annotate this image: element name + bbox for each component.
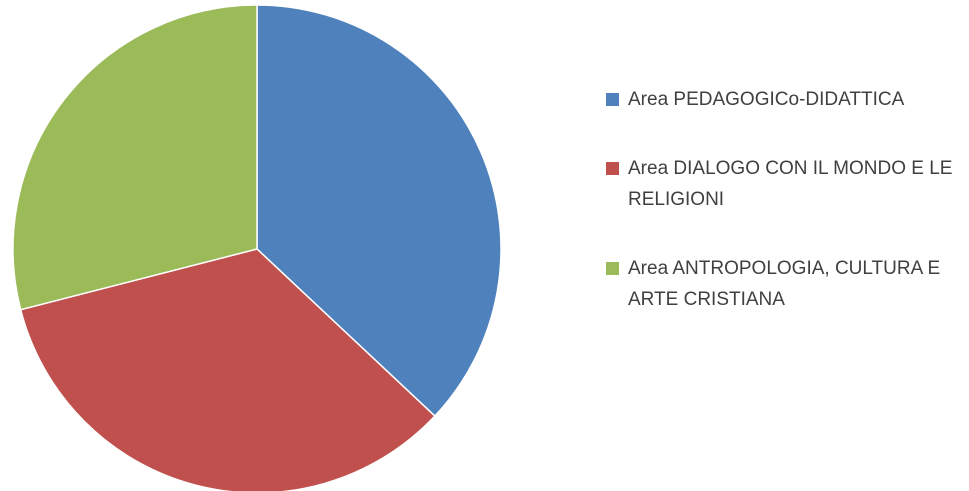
- legend-item-dialogo-religioni: Area DIALOGO CON IL MONDO E LE RELIGIONI: [606, 153, 966, 215]
- legend-item-antropologia-cultura: Area ANTROPOLOGIA, CULTURA E ARTE CRISTI…: [606, 253, 966, 315]
- chart-legend: Area PEDAGOGICo-DIDATTICA Area DIALOGO C…: [606, 84, 966, 353]
- pie-slice-antropologia-cultura: [12, 4, 258, 311]
- legend-label-antropologia-cultura: Area ANTROPOLOGIA, CULTURA E ARTE CRISTI…: [628, 258, 941, 310]
- legend-item-pedagogico-didattica: Area PEDAGOGICo-DIDATTICA: [606, 84, 966, 115]
- pie-slice-pedagogico-didattica: [256, 4, 502, 418]
- legend-label-pedagogico-didattica: Area PEDAGOGICo-DIDATTICA: [628, 89, 905, 110]
- pie-slice-dialogo-religioni: [19, 248, 436, 491]
- legend-swatch-antropologia-cultura: [606, 262, 619, 275]
- legend-swatch-pedagogico-didattica: [606, 93, 619, 106]
- legend-swatch-dialogo-religioni: [606, 162, 619, 175]
- legend-label-dialogo-religioni: Area DIALOGO CON IL MONDO E LE RELIGIONI: [628, 158, 953, 210]
